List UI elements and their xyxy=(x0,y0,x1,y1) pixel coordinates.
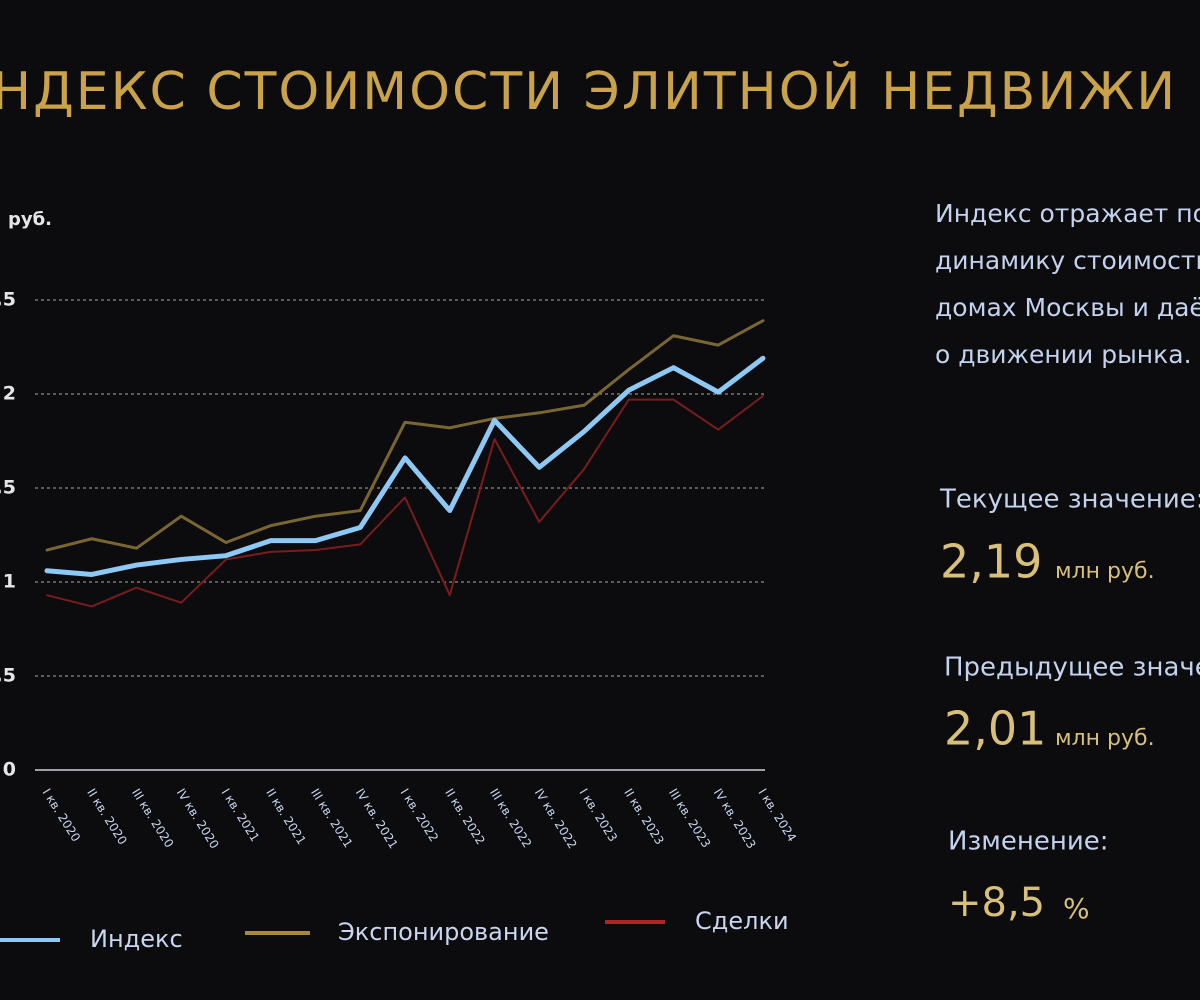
legend-label: Экспонирование xyxy=(338,918,549,946)
x-tick-label: II кв. 2021 xyxy=(263,786,308,847)
chart-title: НДЕКС СТОИМОСТИ ЭЛИТНОЙ НЕДВИЖИ xyxy=(0,61,1177,122)
y-tick-label: 0 xyxy=(3,759,16,781)
x-tick-label: II кв. 2020 xyxy=(84,786,129,847)
y-tick-label: 1 xyxy=(3,571,16,593)
y-tick-label: 2 xyxy=(3,383,16,405)
change-unit: % xyxy=(1063,892,1090,925)
x-tick-label: I кв. 2020 xyxy=(39,786,83,844)
change-label: Изменение: xyxy=(948,827,1109,857)
x-tick-label: I кв. 2024 xyxy=(755,786,799,844)
x-tick-label: III кв. 2023 xyxy=(666,786,713,850)
x-tick-label: III кв. 2021 xyxy=(308,786,355,850)
legend-label: Индекс xyxy=(90,925,183,953)
x-tick-label: IV кв. 2023 xyxy=(711,786,759,851)
series-line xyxy=(45,319,765,552)
previous-unit: млн руб. xyxy=(1055,726,1155,751)
current-label: Текущее значение: xyxy=(939,485,1200,515)
previous-value: 2,01 xyxy=(944,702,1046,756)
x-tick-label: II кв. 2023 xyxy=(621,786,666,847)
y-tick-label: 1,5 xyxy=(0,477,16,499)
description-line: о движении рынка. xyxy=(935,340,1192,369)
x-tick-label: I кв. 2022 xyxy=(397,786,441,844)
description-line: Индекс отражает по xyxy=(935,199,1200,228)
series-line xyxy=(46,394,764,608)
description-line: домах Москвы и даё xyxy=(935,293,1200,322)
current-unit: млн руб. xyxy=(1055,559,1155,584)
x-tick-label: IV кв. 2020 xyxy=(174,786,222,851)
y-tick-label: 0,5 xyxy=(0,665,16,687)
x-tick-label: IV кв. 2021 xyxy=(353,786,401,851)
legend-label: Сделки xyxy=(695,907,789,935)
x-tick-label: I кв. 2023 xyxy=(576,786,620,844)
change-value: +8,5 xyxy=(948,880,1045,926)
previous-label: Предыдущее значе xyxy=(944,653,1200,683)
x-tick-label: III кв. 2020 xyxy=(129,786,176,850)
description-line: динамику стоимости xyxy=(935,246,1200,275)
current-value: 2,19 xyxy=(940,535,1042,589)
series-line xyxy=(44,355,766,577)
x-tick-label: IV кв. 2022 xyxy=(532,786,580,851)
y-axis-label: руб. xyxy=(8,209,52,230)
y-tick-label: 2,5 xyxy=(0,289,16,311)
x-tick-label: I кв. 2021 xyxy=(218,786,262,844)
x-tick-label: II кв. 2022 xyxy=(442,786,487,847)
x-tick-label: III кв. 2022 xyxy=(487,786,534,850)
